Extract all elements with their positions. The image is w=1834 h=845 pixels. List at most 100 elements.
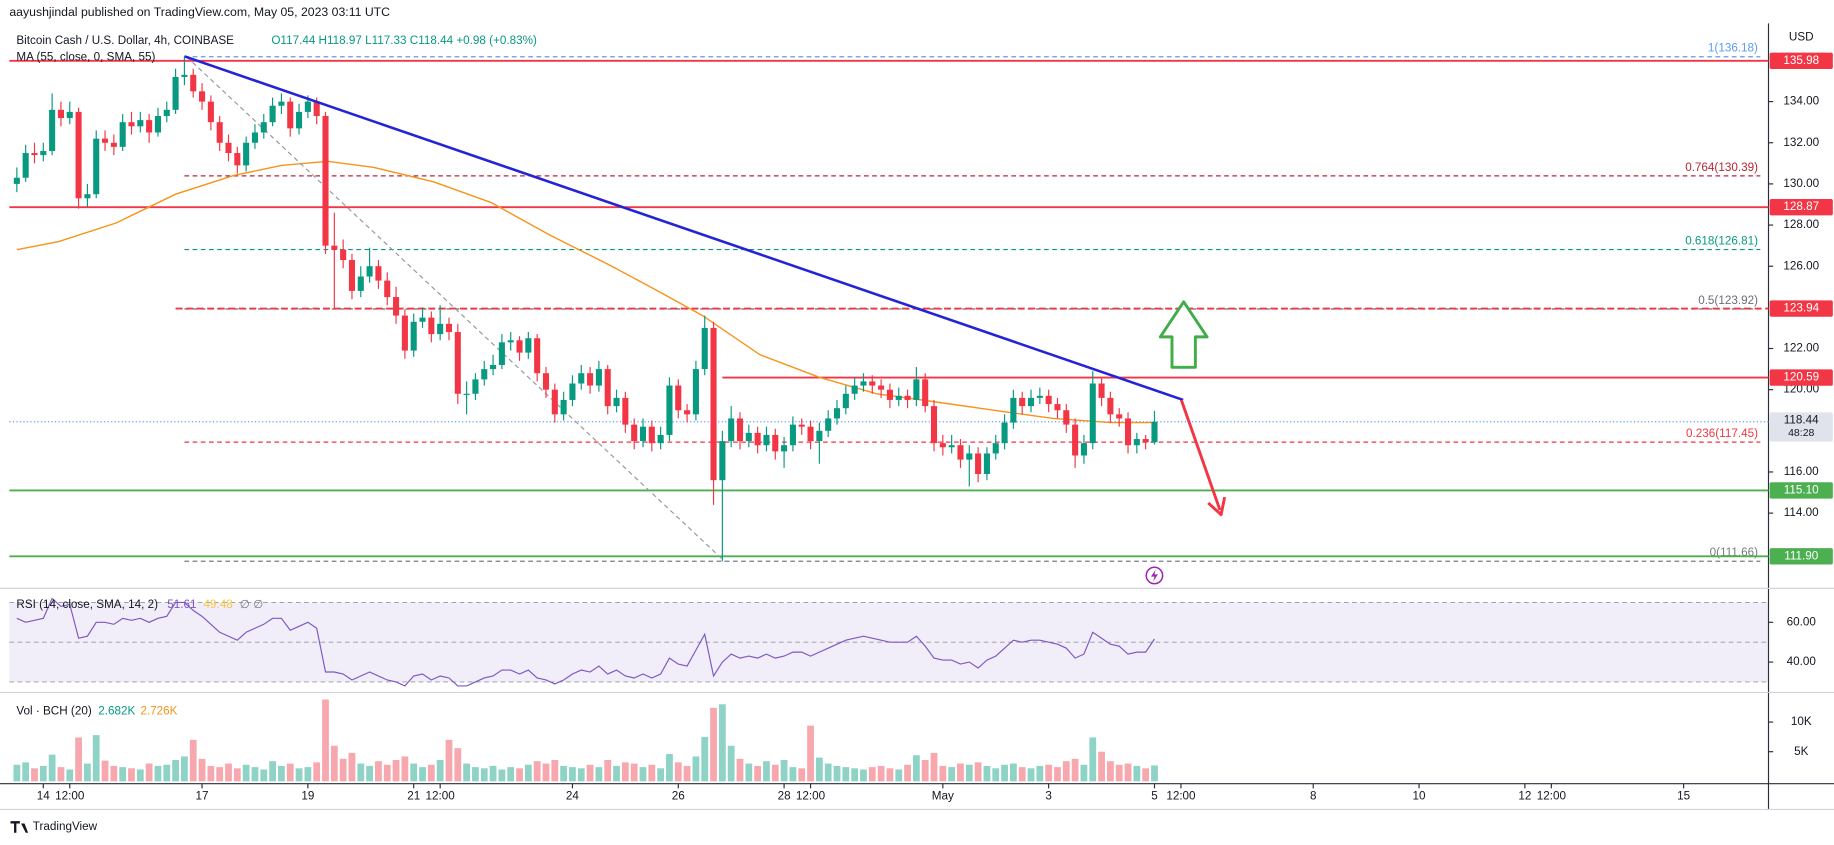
volume-bar [110, 765, 118, 782]
volume-bar [904, 764, 911, 782]
volume-bar [339, 758, 347, 782]
candle-body [340, 249, 347, 261]
volume-bar [313, 762, 321, 782]
fib-diagonal [186, 56, 725, 562]
candle-body [728, 418, 735, 442]
candle-body [49, 109, 56, 151]
candle-body [587, 373, 594, 386]
volume-tick-label: 10K [1791, 715, 1812, 728]
x-tick-label: 12 [1518, 790, 1531, 803]
candle-body [375, 266, 382, 281]
candle-body [1010, 397, 1017, 423]
volume-legend: Vol · BCH (20) [16, 704, 91, 717]
volume-bar [771, 764, 779, 782]
volume-bar [815, 757, 823, 782]
candle-body [878, 385, 885, 390]
candle-body [304, 101, 311, 112]
candle-body [445, 323, 453, 333]
fib-label: 0.764(130.39) [1685, 161, 1758, 174]
candle-body [710, 327, 717, 481]
level-label-box [1769, 52, 1833, 70]
y-tick-label: 116.00 [1784, 465, 1819, 478]
published-note: aayushjindal published on TradingView.co… [9, 5, 390, 19]
candle-body [269, 105, 276, 123]
candle-body [199, 91, 206, 102]
x-tick-label: 26 [672, 790, 685, 803]
legend: Bitcoin Cash / U.S. Dollar, 4h, COINBASE… [16, 34, 537, 717]
volume-bar [357, 763, 365, 782]
candle-body [463, 393, 470, 395]
level-label-box [1769, 369, 1833, 386]
candle-body [975, 453, 982, 475]
candle-body [410, 321, 417, 351]
candle-body [825, 418, 832, 431]
volume-bar [216, 767, 224, 782]
volume-bar [489, 765, 497, 782]
candle-body [657, 434, 664, 444]
x-tick-label: 12:00 [426, 790, 456, 803]
candle-body [1080, 443, 1087, 456]
volume-bar [780, 760, 788, 782]
volume-bar [39, 765, 47, 782]
rsi-tick-label: 60.00 [1787, 615, 1817, 628]
x-tick-label: 14 [37, 790, 51, 803]
candle-body [639, 426, 647, 442]
candle-body [957, 445, 964, 460]
x-tick-label: 28 [778, 790, 791, 803]
candle-body [243, 142, 250, 166]
candle-body [313, 101, 320, 117]
y-tick-label: 132.00 [1783, 136, 1819, 149]
volume-bar [304, 767, 312, 782]
volume-bar [639, 767, 647, 782]
volume-bar [198, 758, 206, 782]
candle-body [137, 120, 144, 127]
candle-body [366, 266, 373, 277]
volume-bar [119, 767, 127, 782]
candle-body [992, 443, 999, 454]
volume-bar [974, 762, 982, 782]
current-price-box [1769, 412, 1833, 442]
rsi-value: 51.61 [167, 598, 196, 611]
level-label-box [1769, 300, 1833, 317]
volume-bar [154, 765, 162, 782]
volume-bar [833, 765, 841, 782]
volume-bar [507, 767, 515, 782]
volume-bar [551, 760, 559, 782]
volume-bar [498, 769, 506, 782]
candle-body [1142, 439, 1149, 443]
volume-bar [1151, 765, 1158, 782]
candle-body [1027, 397, 1035, 407]
volume-bar [569, 767, 576, 782]
y-tick-label: 120.00 [1783, 383, 1819, 396]
candle-body [251, 132, 259, 143]
volume-bar [842, 767, 850, 782]
level-label-box [1769, 482, 1833, 499]
rsi-tick-label: 40.00 [1787, 655, 1817, 668]
volume-bar [48, 754, 56, 782]
volume-bar [366, 765, 373, 782]
level-label-box [1769, 198, 1833, 216]
volume-bar [595, 767, 603, 782]
volume-bar [163, 764, 171, 782]
volume-bar [895, 769, 903, 782]
candle-body [93, 138, 100, 195]
volume-bar [375, 761, 382, 782]
y-tick-label: 128.00 [1783, 218, 1819, 231]
candle-body [287, 101, 294, 129]
x-tick-label: 8 [1310, 790, 1317, 803]
y-tick-label: 130.00 [1783, 177, 1819, 190]
candle-body [225, 142, 232, 154]
volume-bar [577, 768, 585, 782]
volume-bar [436, 760, 444, 782]
candle-body [1098, 383, 1105, 398]
candle-body [930, 406, 938, 444]
candle-body [842, 393, 849, 409]
volume-bar [1045, 764, 1053, 782]
candle-body [833, 408, 841, 419]
candle-body [507, 340, 514, 343]
candle-body [401, 315, 408, 351]
candle-body [939, 443, 946, 448]
candle-body [1107, 397, 1114, 415]
candle-body [1072, 424, 1079, 456]
